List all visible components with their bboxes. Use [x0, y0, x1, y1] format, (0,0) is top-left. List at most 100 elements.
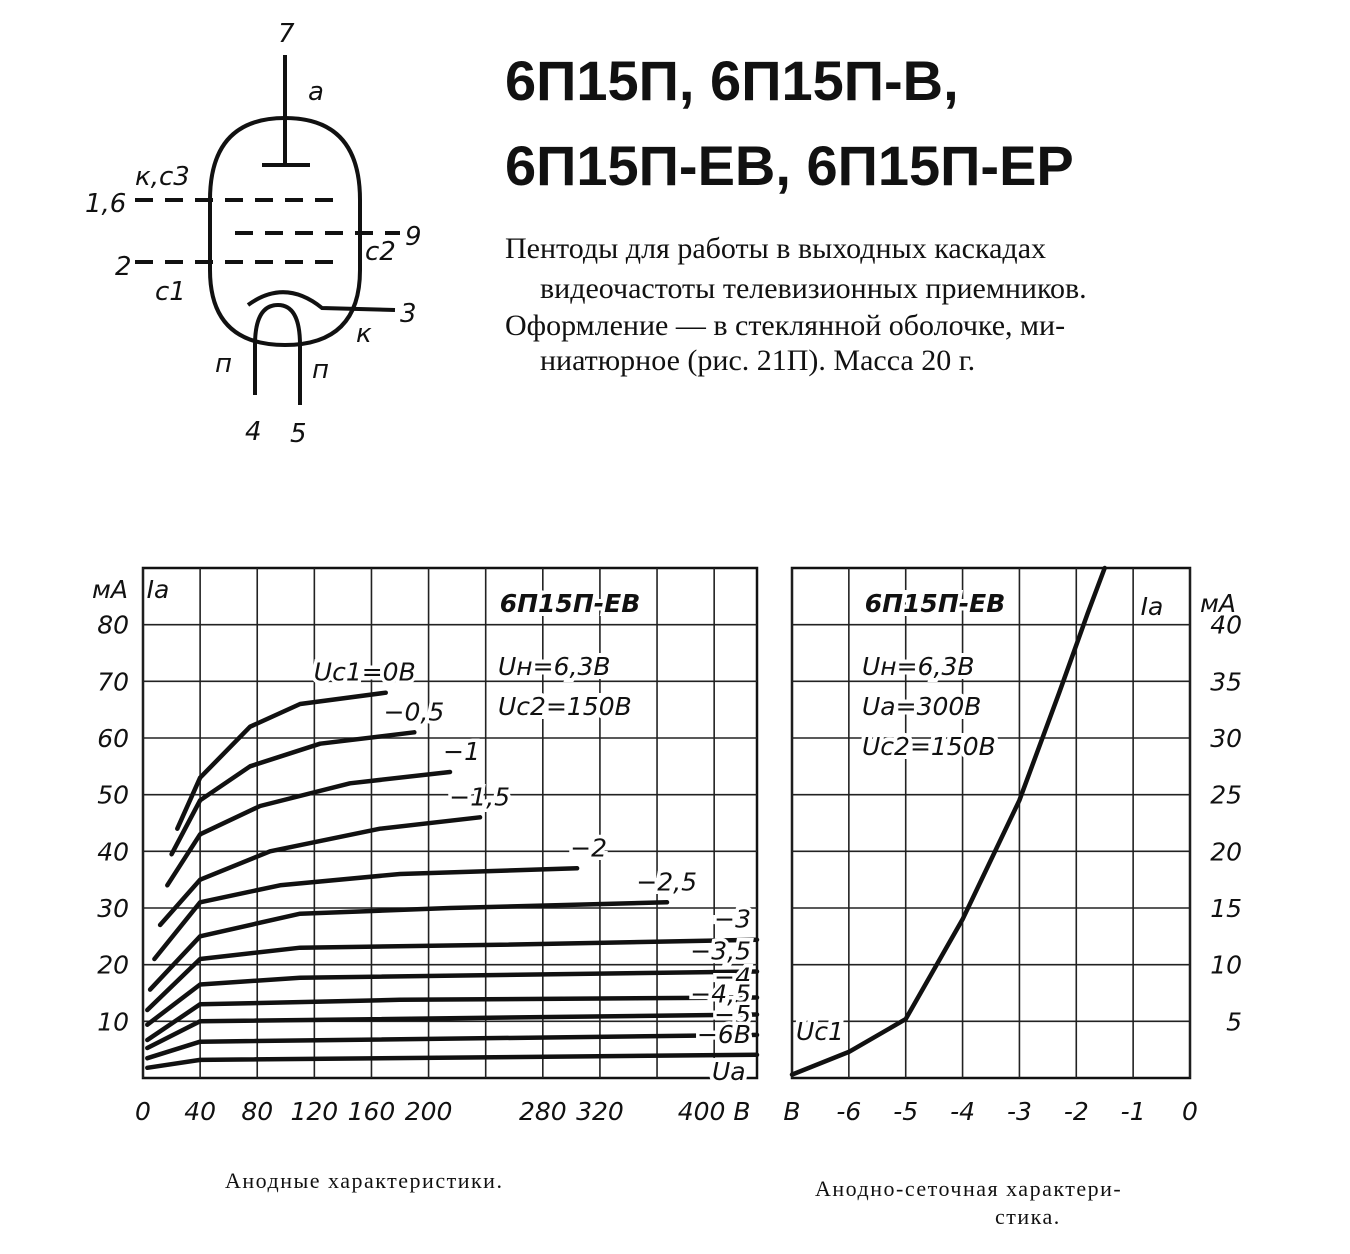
- header: 6П15П, 6П15П-В, 6П15П-ЕВ, 6П15П-ЕР Пенто…: [505, 49, 1087, 377]
- y-axis-unit: мА: [1200, 589, 1236, 618]
- annotation: Uа=300В: [862, 692, 981, 721]
- y-tick-label: 50: [97, 781, 129, 810]
- x-tick-label: -1: [1121, 1097, 1146, 1126]
- y-tick-label: 70: [97, 667, 129, 696]
- x-tick-label: В: [783, 1097, 800, 1126]
- curve-label: −4,5: [690, 980, 751, 1009]
- electrode-label: к: [356, 319, 372, 349]
- x-tick-label: 0: [135, 1097, 151, 1126]
- x-tick-label: -2: [1064, 1097, 1089, 1126]
- curve: [152, 866, 580, 962]
- pin-label: 1,6: [85, 189, 126, 219]
- y-tick-label: 40: [97, 837, 129, 866]
- tube-diagram: [135, 55, 400, 405]
- x-tick-label: 80: [241, 1097, 273, 1126]
- electrode-label: п: [215, 349, 232, 379]
- curve: [145, 969, 760, 1027]
- curve: [145, 1012, 760, 1051]
- pin-label: 5: [290, 419, 307, 449]
- pin-label: 2: [115, 252, 132, 282]
- envelope: [208, 115, 362, 348]
- curve: [169, 730, 417, 857]
- y-tick-label: 15: [1210, 894, 1242, 923]
- electrode-label: с1: [155, 277, 186, 307]
- curve: [789, 565, 1107, 1077]
- curve-label: −1: [443, 737, 480, 766]
- plot-frame: [790, 566, 1192, 1080]
- y-tick-label: 80: [97, 611, 129, 640]
- y-tick-label: 10: [97, 1007, 129, 1036]
- x-axis-label: Uс1: [796, 1017, 844, 1046]
- caption: стика.: [995, 1204, 1061, 1229]
- curve-label: −1,5: [449, 782, 510, 811]
- x-tick-label: -3: [1007, 1097, 1032, 1126]
- annotation: Uн=6,3В: [862, 652, 975, 681]
- curve-label: −3: [714, 905, 751, 934]
- heater: [253, 302, 302, 405]
- title-line: 6П15П, 6П15П-В,: [505, 49, 959, 112]
- description-line: Оформление — в стеклянной оболочке, ми-: [505, 309, 1065, 342]
- electrode-label: а: [308, 77, 324, 107]
- pin-label: 9: [405, 222, 422, 252]
- curve-label: −3,5: [690, 936, 751, 965]
- title-line: 6П15П-ЕВ, 6П15П-ЕР: [505, 134, 1074, 197]
- curve: [145, 995, 760, 1043]
- curve: [145, 1052, 760, 1071]
- annotation: Uс2=150В: [498, 692, 632, 721]
- y-tick-label: 30: [97, 894, 129, 923]
- electrode-label: к,с3: [135, 162, 190, 192]
- curve: [145, 1032, 760, 1061]
- y-tick-label: 10: [1210, 951, 1242, 980]
- x-tick-label: -4: [950, 1097, 975, 1126]
- electrode-label: п: [312, 355, 329, 385]
- y-tick-label: 40: [1210, 611, 1242, 640]
- x-axis-label: Uа: [712, 1057, 746, 1086]
- chart-title: 6П15П-ЕВ: [865, 589, 1006, 618]
- x-tick-label: 0: [1182, 1097, 1198, 1126]
- y-tick-label: 30: [1210, 724, 1242, 753]
- y-axis-label: Iа: [147, 575, 170, 604]
- electrode-label: с2: [365, 237, 396, 267]
- description-line: ниатюрное (рис. 21П). Масса 20 г.: [540, 344, 975, 377]
- y-tick-label: 20: [97, 951, 129, 980]
- y-tick-label: 20: [1210, 837, 1242, 866]
- cathode: [246, 290, 396, 312]
- y-axis-label: Iа: [1141, 592, 1164, 621]
- curve-label: −2: [570, 833, 607, 862]
- x-tick-label: 200: [405, 1097, 453, 1126]
- curve: [157, 815, 483, 928]
- x-tick-label: 120: [290, 1097, 338, 1126]
- caption: Анодные характеристики.: [225, 1168, 503, 1193]
- x-tick-label: 400 В: [678, 1097, 751, 1126]
- curve-label: −5: [714, 1000, 751, 1029]
- x-tick-label: 40: [184, 1097, 216, 1126]
- pin-label: 3: [400, 299, 417, 329]
- diagram-labels: 7 1,6 9 2 3 4 5 а к,с3 с2 с1 к п п: [85, 19, 422, 449]
- pin-label: 4: [245, 417, 262, 447]
- curve: [147, 900, 670, 992]
- curve-label: −6В: [697, 1020, 751, 1049]
- description-line: Пентоды для работы в выходных каскадах: [505, 232, 1046, 265]
- x-tick-label: -6: [836, 1097, 861, 1126]
- pin-label: 7: [278, 19, 295, 49]
- chart-title: 6П15П-ЕВ: [500, 589, 641, 618]
- curve-label: −0,5: [384, 697, 445, 726]
- annotation: Uс2=150В: [862, 732, 996, 761]
- curve: [165, 769, 453, 888]
- y-tick-label: 25: [1210, 781, 1242, 810]
- curve-label: Uс1=0В: [314, 658, 416, 687]
- chart: В -6 -5 -4 -3 -2 -1 0 5 10 15 20 25 30 35 40 6П15П-ЕВ Uн=…: [783, 565, 1242, 1126]
- x-tick-label: 280: [519, 1097, 567, 1126]
- curve-label: −4: [714, 963, 751, 992]
- annotation: Uн=6,3В: [498, 652, 611, 681]
- x-tick-label: -5: [893, 1097, 918, 1126]
- curve: [145, 937, 760, 1013]
- chart: 0 40 80 120 160 200 280 320 400 В 10 20 30 40 50 60 70 8…: [92, 566, 760, 1126]
- x-tick-label: 160: [348, 1097, 396, 1126]
- y-tick-label: 35: [1210, 667, 1242, 696]
- description-line: видеочастоты телевизионных приемников.: [540, 272, 1087, 305]
- y-tick-label: 60: [97, 724, 129, 753]
- curve: [175, 690, 388, 831]
